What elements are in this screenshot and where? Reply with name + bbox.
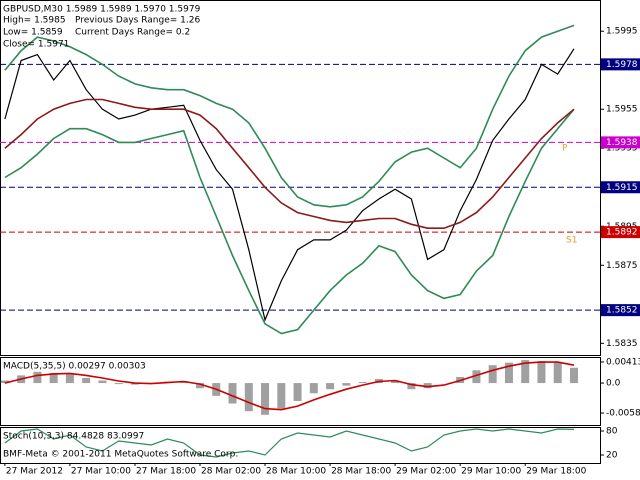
y-tick-label: 0.0 <box>606 379 621 389</box>
macd-bar <box>244 383 253 412</box>
macd-bar <box>0 380 9 384</box>
macd-bar <box>65 373 74 384</box>
macd-bar <box>228 383 237 404</box>
x-tick-label: 28 Mar 10:00 <box>266 467 326 477</box>
macd-bar <box>391 380 400 384</box>
macd-bar <box>407 383 416 390</box>
y-tick-label: 1.5935 <box>606 144 638 154</box>
macd-bar <box>293 383 302 401</box>
macd-bar <box>423 383 432 389</box>
y-tick-label: 0.00413 <box>606 357 640 367</box>
x-tick-label: 27 Mar 2012 <box>6 467 63 477</box>
y-tick-label: 1.5835 <box>606 339 638 349</box>
series-line <box>4 108 575 335</box>
series-line <box>4 98 575 229</box>
panel-title: GBPUSD,M30 1.5989 1.5989 1.5970 1.5979 <box>3 5 201 15</box>
price-label-box <box>601 304 640 317</box>
price-label-box <box>601 181 640 194</box>
annotation: BMF-Meta © 2001-2011 MetaQuotes Software… <box>3 450 238 460</box>
macd-bar <box>569 367 578 384</box>
annotation: High= 1.5985 <box>3 16 66 26</box>
macd-bar <box>33 371 42 384</box>
price-label: 1.5938 <box>606 138 638 148</box>
macd-bar <box>309 383 318 394</box>
series-line <box>4 48 575 322</box>
price-label: 1.5852 <box>606 306 638 316</box>
macd-bar <box>82 377 91 384</box>
panel-title: MACD(5,35,5) 0.00297 0.00303 <box>3 362 146 372</box>
x-tick-label: 29 Mar 02:00 <box>396 467 456 477</box>
macd-bar <box>49 372 58 384</box>
annotation: Close= 1.5971 <box>3 40 69 50</box>
annotation: Previous Days Range= 1.26 <box>75 16 200 26</box>
price-label-box <box>601 226 640 239</box>
x-tick-label: 27 Mar 18:00 <box>136 467 196 477</box>
macd-bar <box>521 360 530 384</box>
annotation: Low= 1.5859 <box>3 28 63 38</box>
x-tick-label: 27 Mar 10:00 <box>71 467 131 477</box>
price-label: 1.5892 <box>606 228 638 238</box>
y-tick-label: 20 <box>606 451 618 461</box>
y-tick-label: 80 <box>606 427 618 437</box>
macd-bar <box>261 383 270 415</box>
macd-bar <box>537 361 546 384</box>
y-tick-label: 1.5955 <box>606 105 638 115</box>
macd-bar <box>472 370 481 384</box>
macd-bar <box>553 362 562 384</box>
macd-bar <box>98 380 107 384</box>
macd-bar <box>277 383 286 409</box>
annotation: Current Days Range= 0.2 <box>75 28 190 38</box>
series-line <box>4 24 575 208</box>
panel-frame <box>0 357 601 426</box>
annotation: P <box>562 144 568 154</box>
macd-bar <box>326 383 335 390</box>
price-label: 1.5978 <box>606 60 638 70</box>
price-label: 1.5915 <box>606 183 638 193</box>
panel-title: Stoch(10,3,3) 84.4828 83.0997 <box>3 432 144 442</box>
y-tick-label: 1.5875 <box>606 261 638 271</box>
macd-bar <box>196 383 204 389</box>
panel-frame <box>0 0 601 356</box>
series-line <box>4 428 575 458</box>
annotation: S1 <box>566 236 577 246</box>
x-tick-label: 29 Mar 10:00 <box>461 467 521 477</box>
price-label-box <box>601 136 640 149</box>
macd-bar <box>342 383 351 386</box>
x-tick-label: 29 Mar 18:00 <box>526 467 586 477</box>
x-tick-label: 28 Mar 18:00 <box>331 467 391 477</box>
macd-bar <box>358 382 367 384</box>
macd-bar <box>114 383 123 385</box>
macd-bar <box>488 365 497 384</box>
price-label-box <box>601 58 640 71</box>
macd-bar <box>504 362 513 384</box>
y-tick-label: 1.5995 <box>606 27 638 37</box>
panel-frame <box>0 427 601 464</box>
series-line <box>4 361 575 411</box>
x-tick-label: 28 Mar 02:00 <box>201 467 261 477</box>
y-tick-label: -0.00586 <box>606 409 640 419</box>
